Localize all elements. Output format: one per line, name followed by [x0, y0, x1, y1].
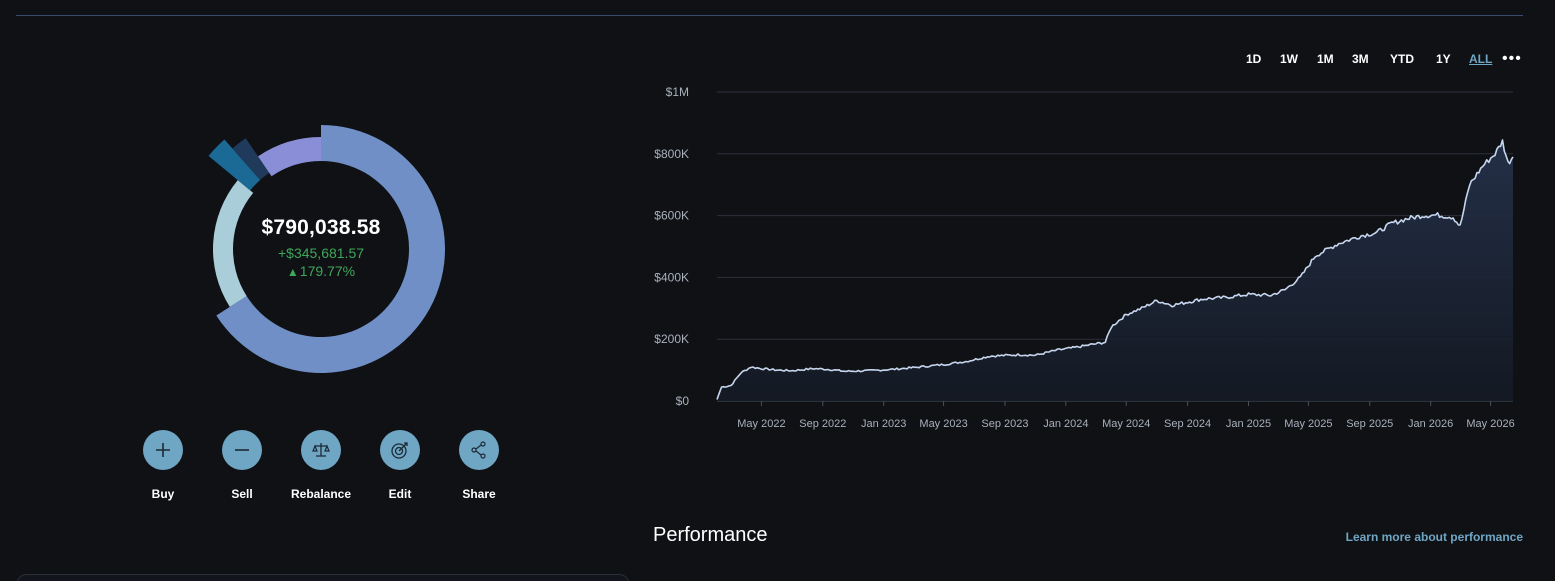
y-tick-label: $800K — [654, 147, 689, 161]
value-area — [717, 140, 1513, 401]
portfolio-value-chart[interactable]: $0 $200K $400K $600K $800K $1M May 2022 Sep 202… — [640, 70, 1540, 450]
scale-icon[interactable] — [301, 430, 341, 470]
plus-icon[interactable] — [143, 430, 183, 470]
share-icon[interactable] — [459, 430, 499, 470]
top-divider — [16, 15, 1523, 16]
x-tick-label: May 2023 — [919, 418, 967, 430]
gain-percent-row: ▲179.77% — [190, 263, 452, 279]
donut-center: $790,038.58 +$345,681.57 ▲179.77% — [190, 216, 452, 279]
x-tick-label: Jan 2025 — [1226, 418, 1271, 430]
rebalance-label: Rebalance — [290, 487, 352, 501]
more-horizontal-icon[interactable]: ••• — [1502, 50, 1522, 67]
y-tick-label: $200K — [654, 332, 689, 346]
y-tick-label: $0 — [676, 394, 690, 408]
sell-label: Sell — [231, 487, 253, 501]
edit-button[interactable]: Edit — [360, 430, 440, 501]
x-tick-label: Sep 2023 — [981, 418, 1028, 430]
up-triangle-icon: ▲ — [286, 265, 299, 279]
x-tick-label: Jan 2024 — [1043, 418, 1088, 430]
x-tick-label: Sep 2022 — [799, 418, 846, 430]
x-tick-label: May 2025 — [1284, 418, 1332, 430]
x-tick-label: Jan 2026 — [1408, 418, 1453, 430]
gain-percent: 179.77% — [299, 263, 356, 279]
action-bar: Buy Sell Rebalance — [140, 430, 520, 510]
y-tick-label: $600K — [654, 209, 689, 223]
allocation-donut-chart[interactable] — [190, 118, 452, 380]
x-tick-label: May 2022 — [737, 418, 785, 430]
x-tick-label: May 2026 — [1466, 418, 1514, 430]
donut-segment[interactable] — [216, 125, 445, 373]
target-icon[interactable] — [380, 430, 420, 470]
edit-label: Edit — [388, 487, 412, 501]
buy-button[interactable]: Buy — [123, 430, 203, 501]
buy-label: Buy — [151, 487, 175, 501]
x-tick-label: Sep 2024 — [1164, 418, 1211, 430]
donut-segment[interactable] — [213, 180, 254, 307]
x-tick-label: May 2024 — [1102, 418, 1150, 430]
total-value: $790,038.58 — [261, 216, 381, 239]
donut-segment[interactable] — [258, 137, 321, 177]
range-ytd[interactable]: YTD — [1390, 52, 1414, 66]
gain-amount: +$345,681.57 — [277, 245, 365, 261]
rebalance-button[interactable]: Rebalance — [281, 430, 361, 501]
portfolio-value-chart-svg[interactable]: $0 $200K $400K $600K $800K $1M May 2022 Sep 202… — [640, 70, 1540, 450]
performance-title: Performance — [653, 524, 768, 546]
share-label: Share — [462, 487, 496, 501]
y-tick-label: $1M — [666, 85, 689, 99]
range-3m[interactable]: 3M — [1352, 52, 1369, 66]
value-line[interactable] — [716, 139, 1514, 400]
y-tick-label: $400K — [654, 270, 689, 284]
range-all[interactable]: ALL — [1469, 52, 1493, 66]
range-1w[interactable]: 1W — [1280, 52, 1298, 66]
x-tick-label: Sep 2025 — [1346, 418, 1393, 430]
share-button[interactable]: Share — [439, 430, 519, 501]
range-1d[interactable]: 1D — [1246, 52, 1262, 66]
allocation-donut[interactable]: $790,038.58 +$345,681.57 ▲179.77% — [190, 118, 452, 380]
range-1m[interactable]: 1M — [1317, 52, 1334, 66]
sell-button[interactable]: Sell — [202, 430, 282, 501]
donut-segment[interactable] — [208, 139, 261, 191]
holdings-card — [16, 574, 630, 581]
learn-more-performance-link[interactable]: Learn more about performance — [1345, 530, 1523, 544]
range-1y[interactable]: 1Y — [1436, 52, 1451, 66]
donut-segment[interactable] — [232, 138, 270, 180]
x-tick-label: Jan 2023 — [861, 418, 906, 430]
minus-icon[interactable] — [222, 430, 262, 470]
